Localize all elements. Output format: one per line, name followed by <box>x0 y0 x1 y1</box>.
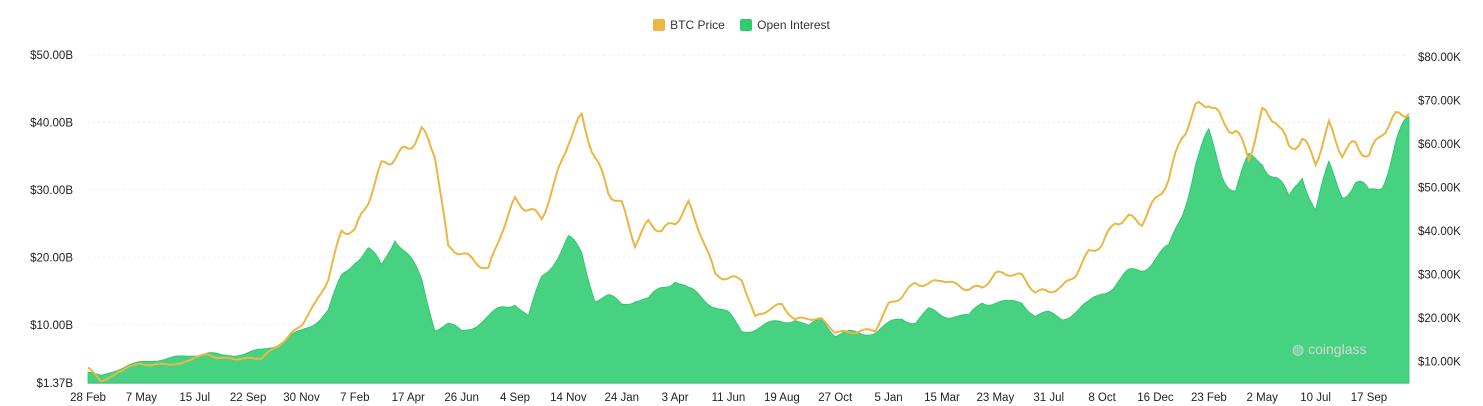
x-tick-label: 17 Sep <box>1351 392 1387 404</box>
x-tick-label: 2 May <box>1247 392 1279 404</box>
legend-label-btc-price: BTC Price <box>670 17 725 32</box>
y-right-tick-label: $80.00K <box>1418 52 1461 64</box>
legend-item-btc-price[interactable]: BTC Price <box>653 18 725 32</box>
x-tick-label: 31 Jul <box>1033 392 1064 404</box>
x-tick-label: 4 Sep <box>500 392 530 404</box>
x-tick-label: 10 Jul <box>1300 392 1331 404</box>
x-tick-label: 23 Feb <box>1191 392 1227 404</box>
legend-label-open-interest: Open Interest <box>757 17 830 32</box>
coinglass-icon: ◍ <box>1292 341 1305 357</box>
legend-swatch-open-interest <box>740 18 753 31</box>
y-right-tick-label: $50.00K <box>1418 182 1461 194</box>
x-tick-label: 28 Feb <box>70 392 106 404</box>
x-tick-label: 23 May <box>976 392 1014 404</box>
y-right-tick-label: $10.00K <box>1418 356 1461 368</box>
open-interest-area <box>87 115 1410 384</box>
y-left-tick-label: $10.00B <box>30 320 73 332</box>
x-tick-label: 26 Jun <box>444 392 479 404</box>
x-axis-ticks: 28 Feb 7 May 15 Jul 22 Sep 30 Nov 7 Feb 17 Apr… <box>70 392 1387 404</box>
y-axis-left-ticks: $1.37B $10.00B $20.00B $30.00B $40.00B $50.00… <box>30 50 73 390</box>
watermark-logo: ◍ coinglass <box>1292 341 1366 358</box>
x-tick-label: 19 Aug <box>764 392 800 404</box>
y-left-tick-label: $50.00B <box>30 50 73 62</box>
legend: BTC Price Open Interest <box>0 17 1483 32</box>
x-tick-label: 27 Oct <box>818 392 853 404</box>
x-tick-label: 15 Jul <box>179 392 210 404</box>
y-right-tick-label: $60.00K <box>1418 139 1461 151</box>
y-right-tick-label: $30.00K <box>1418 269 1461 281</box>
y-left-tick-label: $1.37B <box>37 378 74 390</box>
x-tick-label: 15 Mar <box>924 392 960 404</box>
x-tick-label: 3 Apr <box>662 392 689 404</box>
y-axis-right-ticks: $10.00K $20.00K $30.00K $40.00K $50.00K $60.0… <box>1418 52 1461 368</box>
legend-swatch-btc-price <box>653 18 666 31</box>
x-tick-label: 17 Apr <box>392 392 425 404</box>
y-right-tick-label: $40.00K <box>1418 226 1461 238</box>
x-tick-label: 7 May <box>126 392 158 404</box>
y-right-tick-label: $20.00K <box>1418 313 1461 325</box>
x-tick-label: 22 Sep <box>230 392 266 404</box>
y-left-tick-label: $20.00B <box>30 252 73 264</box>
x-tick-label: 8 Oct <box>1088 392 1116 404</box>
y-left-tick-label: $30.00B <box>30 185 73 197</box>
y-left-tick-label: $40.00B <box>30 117 73 129</box>
x-tick-label: 7 Feb <box>340 392 369 404</box>
y-right-tick-label: $70.00K <box>1418 95 1461 107</box>
legend-item-open-interest[interactable]: Open Interest <box>740 18 830 32</box>
watermark-text: coinglass <box>1308 341 1367 357</box>
x-tick-label: 14 Nov <box>550 392 587 404</box>
x-tick-label: 24 Jan <box>604 392 639 404</box>
x-tick-label: 30 Nov <box>283 392 320 404</box>
btc-price-line <box>87 100 1410 383</box>
x-tick-label: 16 Dec <box>1137 392 1174 404</box>
x-tick-label: 11 Jun <box>712 392 746 404</box>
x-tick-label: 5 Jan <box>875 392 903 404</box>
